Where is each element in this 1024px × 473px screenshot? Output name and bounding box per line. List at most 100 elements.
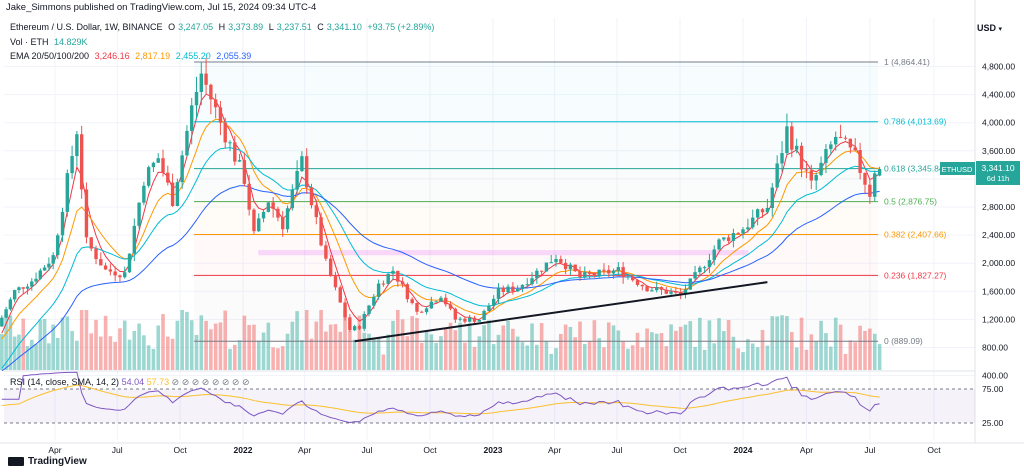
volume-bar [25, 346, 30, 370]
volume-bar [606, 322, 611, 370]
candle-body [60, 211, 65, 236]
candle-body [731, 233, 736, 241]
candle-body [357, 326, 362, 329]
volume-bar [209, 329, 213, 370]
candle-body [223, 122, 227, 143]
time-tick-label: 2024 [734, 445, 753, 455]
candle-body [525, 284, 529, 286]
volume-bar [539, 323, 544, 370]
volume-bar [611, 325, 616, 370]
volume-bar [731, 336, 736, 370]
time-tick-label: Oct [927, 445, 941, 455]
volume-bar [84, 310, 89, 370]
tradingview-brand[interactable]: TradingView [8, 456, 87, 467]
volume-bar [872, 333, 877, 370]
volume-bar [563, 324, 568, 370]
candle-body [386, 273, 390, 284]
candle-body [285, 208, 290, 230]
fib-label-0: 0 (889.09) [884, 336, 923, 346]
candle-body [343, 302, 347, 318]
chevron-down-icon: ▾ [998, 26, 1003, 33]
time-tick-label: Oct [673, 445, 687, 455]
price-tick-label: 2,800.00 [982, 202, 1015, 212]
candle-body [515, 289, 520, 292]
candle-body [688, 278, 692, 290]
volume-bar [4, 312, 8, 370]
candle-body [290, 189, 295, 209]
candle-body [775, 163, 779, 188]
volume-bar [770, 316, 775, 370]
volume-bar [21, 318, 26, 370]
candle-body [602, 269, 606, 271]
ema50-value: 2,817.19 [135, 51, 171, 61]
candle-body [185, 130, 189, 156]
candle-body [376, 283, 381, 297]
candle-body [94, 248, 98, 260]
volume-bar [338, 331, 343, 370]
candle-body [12, 290, 17, 300]
candle-body [453, 308, 458, 320]
volume-bar [501, 325, 506, 370]
volume-bar [592, 320, 597, 370]
ema50-line [1, 118, 880, 340]
volume-bar [199, 315, 204, 370]
candle-body [190, 105, 194, 131]
candle-body [328, 258, 333, 277]
volume-bar [156, 325, 161, 370]
brand-name: TradingView [28, 456, 87, 467]
candle-body [785, 126, 789, 154]
volume-bar [785, 316, 789, 370]
volume-bar [122, 320, 127, 370]
currency-label[interactable]: USD ▾ [977, 23, 1002, 33]
rsi-legend: RSI (14, close, SMA, 14, 2) 54.04 57.73 … [10, 377, 250, 388]
candle-body [142, 185, 146, 203]
fib-label-0.5: 0.5 (2,876.75) [884, 197, 937, 207]
fib-label-0.382: 0.382 (2,407.66) [884, 230, 947, 240]
price-axis: 400.00 800.00 1,200.00 1,600.00 2,000.00 2,40… [982, 62, 1015, 429]
volume-bar [496, 334, 501, 370]
candle-body [51, 255, 55, 264]
volume-bar [42, 318, 47, 370]
volume-bar [726, 319, 731, 370]
candle-body [34, 278, 38, 282]
last-price-bg [976, 160, 1020, 185]
candle-body [626, 276, 630, 278]
volume-bar [511, 328, 515, 370]
candle-body [645, 286, 649, 292]
volume-bar [185, 311, 189, 370]
volume-bar [386, 334, 391, 370]
ohlc-high: 3,373.89 [228, 22, 264, 32]
volume-bar [477, 336, 482, 370]
volume-bar [746, 339, 750, 370]
volume-bar [858, 325, 862, 370]
volume-bar [285, 333, 290, 370]
volume-bar [868, 328, 872, 370]
volume-bar [132, 330, 137, 370]
candle-body [843, 137, 848, 139]
candle-body [491, 298, 496, 306]
candle-body [487, 305, 491, 311]
tradingview-logo-icon [8, 456, 24, 466]
rsi-na-values: ⊘ ⊘ ⊘ ⊘ ⊘ ⊘ ⊘ ⊘ [171, 377, 250, 387]
candle-body [123, 272, 127, 278]
candle-body [400, 281, 405, 285]
candle-body [319, 217, 323, 246]
candle-body [563, 262, 568, 270]
fib-band [194, 202, 878, 235]
volume-bar [602, 347, 606, 370]
time-tick-label: Jul [612, 445, 623, 455]
candle-body [631, 276, 635, 281]
candle-body [877, 168, 882, 176]
volume-bar [549, 353, 554, 370]
volume-value: 14.829K [54, 37, 88, 47]
time-axis: Apr Jul Oct 2022 Apr Jul Oct 2023 Apr Jul Oct 2024 A… [48, 445, 941, 455]
candle-body [573, 264, 577, 272]
volume-bar [848, 340, 853, 370]
candle-body [367, 305, 371, 314]
candle-body [70, 156, 74, 174]
volume-bar [89, 333, 94, 370]
volume-bar [439, 336, 443, 370]
volume-bar [180, 310, 184, 370]
